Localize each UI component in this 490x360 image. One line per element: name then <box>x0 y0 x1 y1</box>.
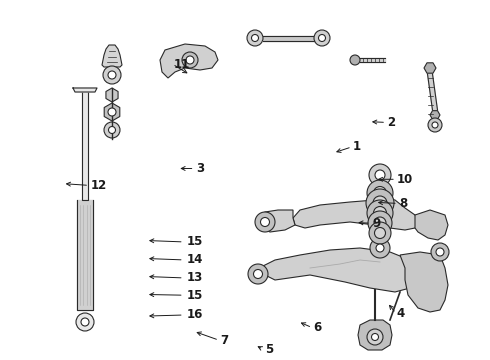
Polygon shape <box>424 63 436 73</box>
Circle shape <box>104 122 120 138</box>
Circle shape <box>366 189 394 217</box>
Circle shape <box>367 200 393 226</box>
Circle shape <box>428 118 442 132</box>
Circle shape <box>432 122 438 128</box>
Polygon shape <box>82 90 88 200</box>
Text: 2: 2 <box>387 116 395 129</box>
Circle shape <box>108 126 116 134</box>
Circle shape <box>247 30 263 46</box>
Polygon shape <box>360 58 385 62</box>
Circle shape <box>186 56 194 64</box>
Polygon shape <box>415 210 448 240</box>
Text: 10: 10 <box>397 173 413 186</box>
Circle shape <box>369 164 391 186</box>
Polygon shape <box>293 198 420 230</box>
Text: 9: 9 <box>372 217 381 230</box>
Circle shape <box>367 329 383 345</box>
Text: 12: 12 <box>91 179 107 192</box>
Polygon shape <box>263 36 320 40</box>
Circle shape <box>370 238 390 258</box>
Text: 13: 13 <box>186 271 202 284</box>
Circle shape <box>374 228 386 238</box>
Circle shape <box>369 222 391 244</box>
Circle shape <box>103 66 121 84</box>
Circle shape <box>314 30 330 46</box>
Polygon shape <box>73 88 97 92</box>
Circle shape <box>371 333 378 341</box>
Polygon shape <box>358 320 392 350</box>
Text: 5: 5 <box>265 343 273 356</box>
Circle shape <box>376 244 384 252</box>
Text: 11: 11 <box>174 58 190 71</box>
Text: 3: 3 <box>196 162 204 175</box>
Polygon shape <box>102 45 122 67</box>
Circle shape <box>368 211 392 235</box>
Circle shape <box>318 35 325 41</box>
Text: 15: 15 <box>186 235 202 248</box>
Polygon shape <box>106 88 118 102</box>
Polygon shape <box>260 210 295 232</box>
Circle shape <box>81 318 89 326</box>
Circle shape <box>350 55 360 65</box>
Circle shape <box>374 217 386 229</box>
Text: 16: 16 <box>186 309 202 321</box>
Circle shape <box>248 264 268 284</box>
Text: 7: 7 <box>220 334 229 347</box>
Circle shape <box>261 217 270 226</box>
Circle shape <box>76 313 94 331</box>
Text: 6: 6 <box>314 321 322 334</box>
Text: 15: 15 <box>186 289 202 302</box>
Text: 14: 14 <box>186 253 202 266</box>
Circle shape <box>108 108 116 116</box>
Circle shape <box>436 248 444 256</box>
Circle shape <box>373 196 387 210</box>
Polygon shape <box>77 200 93 310</box>
Circle shape <box>253 270 263 279</box>
Text: 4: 4 <box>397 307 405 320</box>
Text: 1: 1 <box>353 140 361 153</box>
Circle shape <box>182 52 198 68</box>
Polygon shape <box>104 103 120 121</box>
Polygon shape <box>160 44 218 78</box>
Circle shape <box>108 71 116 79</box>
Circle shape <box>373 186 387 199</box>
Polygon shape <box>400 252 448 312</box>
Circle shape <box>367 180 393 206</box>
Polygon shape <box>430 111 440 119</box>
Circle shape <box>251 35 259 41</box>
Polygon shape <box>255 248 418 292</box>
Polygon shape <box>427 74 438 110</box>
Circle shape <box>375 170 385 180</box>
Circle shape <box>373 207 387 220</box>
Text: 8: 8 <box>399 197 408 210</box>
Circle shape <box>431 243 449 261</box>
Circle shape <box>255 212 275 232</box>
